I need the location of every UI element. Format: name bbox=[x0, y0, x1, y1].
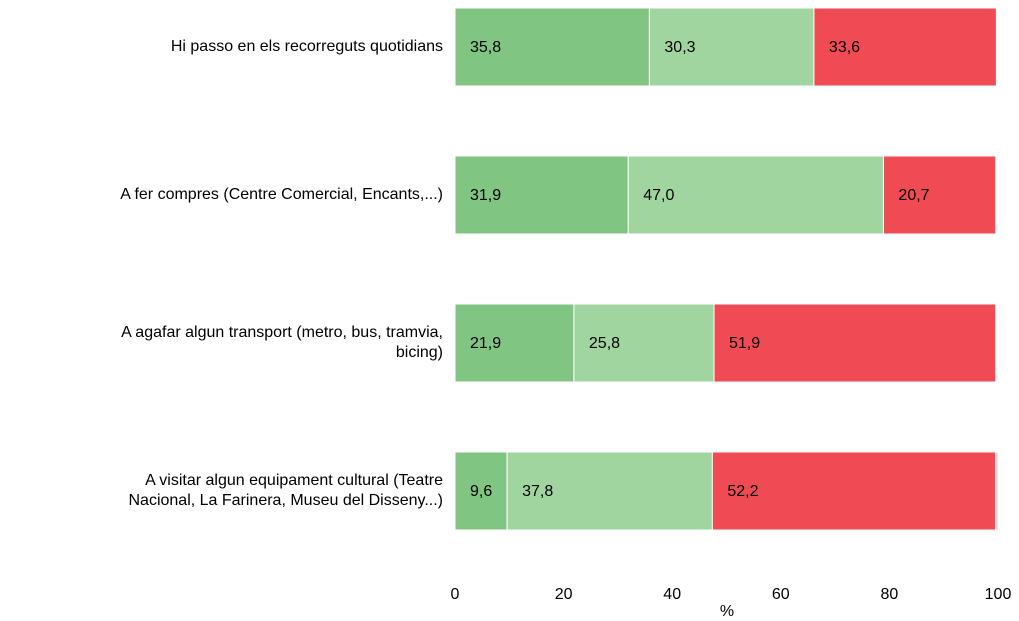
data-label: 9,6 bbox=[470, 483, 492, 500]
x-tick-label: 0 bbox=[451, 586, 460, 603]
data-label: 47,0 bbox=[643, 187, 674, 204]
x-tick-label: 80 bbox=[881, 586, 899, 603]
y-tick-label: Hi passo en els recorreguts quotidians bbox=[170, 38, 443, 55]
bar-segment bbox=[711, 451, 997, 531]
data-label: 20,7 bbox=[898, 187, 929, 204]
bar-segment bbox=[813, 7, 997, 87]
y-tick-label: A fer compres (Centre Comercial, Encants… bbox=[120, 186, 443, 203]
data-label: 31,9 bbox=[470, 187, 501, 204]
x-tick-label: 60 bbox=[772, 586, 790, 603]
data-label: 52,2 bbox=[727, 483, 758, 500]
bar-segment bbox=[995, 451, 999, 531]
data-label: 37,8 bbox=[522, 483, 553, 500]
bar-segment bbox=[454, 451, 508, 531]
data-label: 25,8 bbox=[589, 335, 620, 352]
bar-segment bbox=[454, 303, 575, 383]
y-tick-label: A visitar algun equipament cultural (Tea… bbox=[128, 472, 443, 509]
data-label: 30,3 bbox=[664, 39, 695, 56]
x-tick-label: 40 bbox=[663, 586, 681, 603]
bar-segment bbox=[454, 7, 650, 87]
data-label: 21,9 bbox=[470, 335, 501, 352]
bar-segment bbox=[627, 155, 884, 235]
bar-segment bbox=[454, 155, 629, 235]
x-tick-label: 100 bbox=[985, 586, 1012, 603]
data-label: 35,8 bbox=[470, 39, 501, 56]
y-tick-label: A agafar algun transport (metro, bus, tr… bbox=[121, 324, 443, 361]
data-label: 33,6 bbox=[829, 39, 860, 56]
bar-segment bbox=[573, 303, 715, 383]
bar-segment bbox=[713, 303, 997, 383]
bar-segment bbox=[648, 7, 815, 87]
bar-segment bbox=[882, 155, 997, 235]
x-axis-label: % bbox=[720, 603, 734, 620]
data-label: 51,9 bbox=[729, 335, 760, 352]
x-tick-label: 20 bbox=[555, 586, 573, 603]
